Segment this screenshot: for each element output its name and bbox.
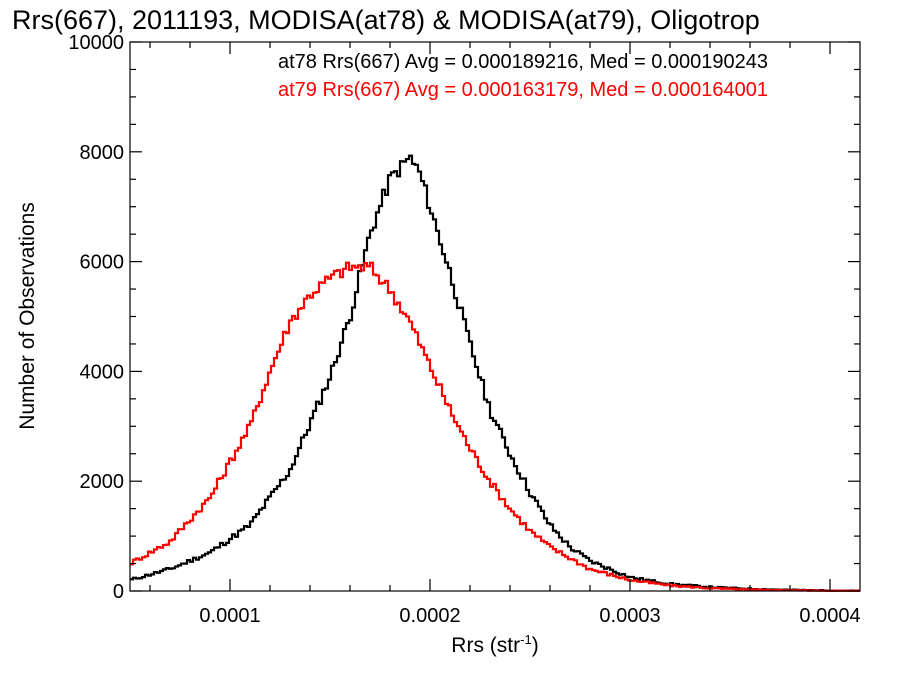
y-tick-label: 10000 [68, 32, 124, 54]
x-tick-label: 0.0004 [799, 605, 860, 627]
x-tick-label: 0.0001 [199, 605, 260, 627]
x-axis-title-close: ) [532, 634, 539, 657]
y-tick-label: 2000 [80, 471, 125, 493]
x-axis-title-main: Rrs (str [451, 634, 520, 657]
y-tick-label: 8000 [80, 142, 125, 164]
legend-at79-stats: at79 Rrs(667) Avg = 0.000163179, Med = 0… [278, 79, 768, 101]
plot-frame [129, 41, 861, 592]
legend-at78-stats: at78 Rrs(667) Avg = 0.000189216, Med = 0… [278, 51, 768, 73]
x-tick-label: 0.0003 [599, 605, 660, 627]
y-axis-title: Number of Observations [16, 202, 39, 430]
y-tick-label: 4000 [80, 361, 125, 383]
x-tick-label: 0.0002 [399, 605, 460, 627]
y-tick-label: 6000 [80, 252, 125, 274]
series-at78-histogram [130, 154, 861, 592]
chart-title: Rrs(667), 2011193, MODISA(at78) & MODISA… [12, 5, 760, 35]
x-axis-title-sup: -1 [520, 632, 532, 647]
x-axis-title: Rrs (str-1) [451, 632, 538, 657]
plot-area: 0 2000 4000 6000 8000 10000 0.0001 0.0002 0.0003… [68, 32, 861, 627]
y-tick-label: 0 [113, 581, 124, 603]
series-at79-histogram [130, 261, 861, 592]
